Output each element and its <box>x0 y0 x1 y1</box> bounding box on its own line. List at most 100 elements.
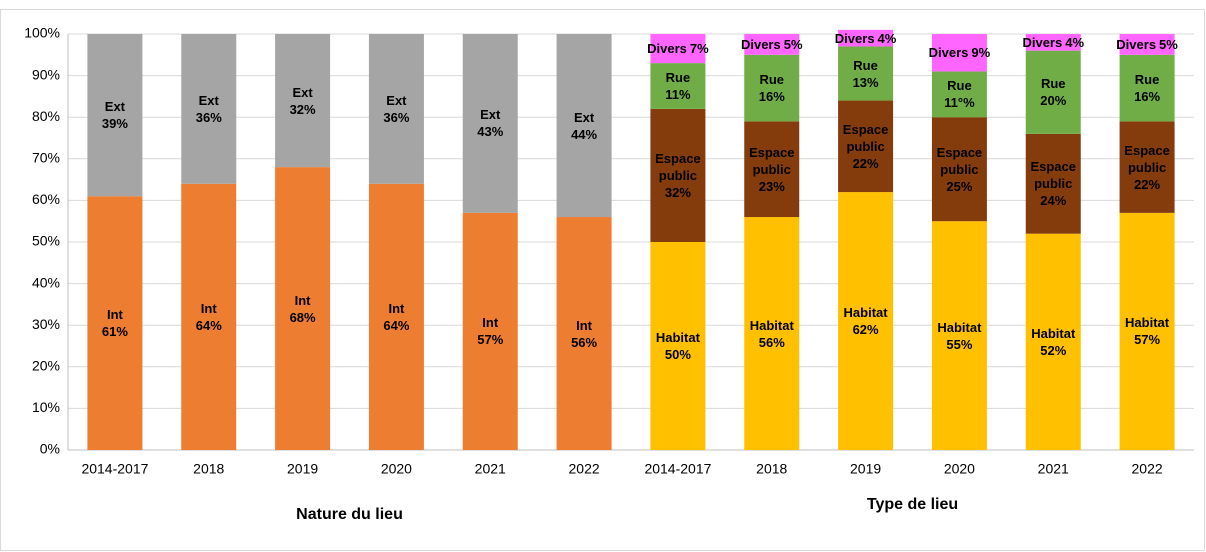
bar-segment <box>181 183 237 450</box>
bar-segment <box>462 34 518 213</box>
value-label: 57% <box>477 332 504 348</box>
data-label-text: Espace public 32% <box>650 145 706 205</box>
bar-segment <box>1119 121 1175 213</box>
data-label: Divers 4% <box>826 8 906 68</box>
data-label: Rue 11% <box>665 70 691 102</box>
data-label-text: Rue 16% <box>732 58 812 118</box>
y-tick-label: 50% <box>32 233 60 249</box>
series-name: Espace public <box>1124 142 1170 175</box>
x-tick-label: 2018 <box>193 461 224 477</box>
bar-segment <box>744 121 800 218</box>
series-name: Habitat <box>1031 325 1076 341</box>
x-tick-label: 2019 <box>850 461 881 477</box>
series-name: Rue <box>853 57 878 73</box>
data-label-text: Ext 39% <box>75 85 155 145</box>
series-name: Habitat <box>937 319 982 335</box>
bar-segment <box>650 34 706 64</box>
data-label-text: Divers 9% <box>919 23 999 83</box>
value-label: 16% <box>1134 89 1161 105</box>
series-name: Espace public <box>655 150 701 183</box>
series-name: Int <box>200 300 217 316</box>
series-name: Espace public <box>936 144 983 177</box>
series-name: Divers <box>740 36 781 52</box>
bar-segment <box>838 46 894 101</box>
value-label: 55% <box>946 336 973 352</box>
data-label-text: Divers 4% <box>1013 12 1093 72</box>
data-label-text: Rue 16% <box>1107 58 1187 118</box>
data-label-text: Divers 4% <box>826 8 906 68</box>
series-name: Rue <box>947 78 972 94</box>
value-label: 22% <box>852 155 879 171</box>
bar-segment <box>931 117 987 222</box>
series-name: Rue <box>665 70 691 85</box>
data-label: Habitat 50% <box>638 316 718 376</box>
data-label-text: Int 56% <box>544 304 624 364</box>
y-tick-label: 30% <box>32 316 60 332</box>
series-name: Habitat <box>749 317 794 333</box>
y-tick-label: 100% <box>24 25 60 41</box>
value-label: 36% <box>195 109 222 125</box>
series-name: Espace public <box>842 121 889 154</box>
data-label-text: Int 57% <box>450 301 530 361</box>
bar-segment <box>650 108 706 242</box>
x-tick-label: 2021 <box>1038 461 1069 477</box>
series-name: Rue <box>1040 76 1066 92</box>
value-label: 13% <box>852 74 879 90</box>
data-label: Divers 4% <box>1013 12 1093 72</box>
bar-segment <box>181 34 237 184</box>
data-label-text: Habitat 50% <box>638 316 718 376</box>
x-tick-label: 2021 <box>475 461 506 477</box>
bar-segment <box>556 217 612 450</box>
x-tick-label: 2022 <box>1132 461 1163 477</box>
bar-segment <box>931 34 987 72</box>
value-label: 20% <box>1040 93 1067 109</box>
data-label-text: Espace public 24% <box>1025 154 1081 214</box>
y-tick-label: 80% <box>32 108 60 124</box>
x-tick-label: 2014-2017 <box>644 461 711 477</box>
data-label-text: Rue 13% <box>826 44 906 104</box>
x-tick-label: 2022 <box>569 461 600 477</box>
value-label: 22% <box>1134 176 1161 192</box>
series-name: Int <box>388 300 405 316</box>
series-name: Divers <box>1022 34 1063 50</box>
x-tick-label: 2019 <box>287 461 318 477</box>
value-label: 56% <box>571 334 598 350</box>
x-tick-label: 2020 <box>381 461 412 477</box>
bar-segment <box>87 34 143 197</box>
series-name: Ext <box>198 92 219 108</box>
data-label-text: Espace public 22% <box>1119 137 1175 197</box>
bar-segment <box>275 34 331 168</box>
bar-segment <box>931 71 987 118</box>
series-name: Ext <box>480 107 501 123</box>
series-name: Int <box>482 315 499 331</box>
value-label: 4% <box>877 30 897 46</box>
x-tick-label: 2018 <box>756 461 787 477</box>
series-name: Habitat <box>1125 315 1170 331</box>
value-label: 7% <box>689 41 709 57</box>
data-label-text: Espace public 22% <box>838 116 894 176</box>
bar-segment <box>1119 54 1175 122</box>
data-label-text: Int 68% <box>263 279 343 339</box>
data-label: Divers 7% <box>647 41 709 57</box>
bar-segment <box>1025 133 1081 234</box>
bar-segment <box>87 196 143 450</box>
y-tick-label: 40% <box>32 274 60 290</box>
value-label: 43% <box>477 124 504 140</box>
bar-segment <box>650 242 706 450</box>
x-tick-label: 2014-2017 <box>81 461 148 477</box>
